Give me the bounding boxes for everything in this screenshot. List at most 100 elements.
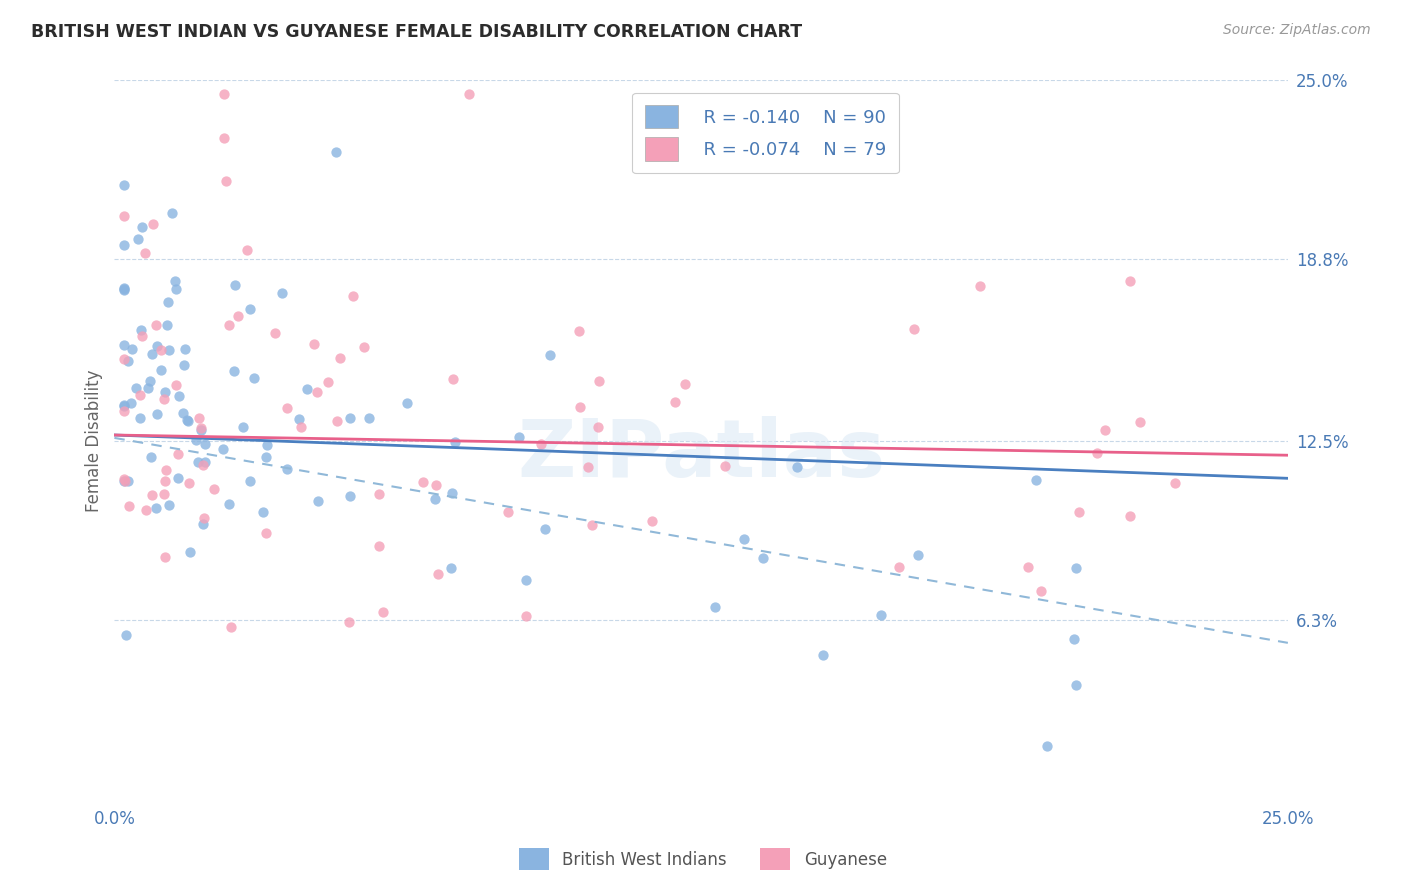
Y-axis label: Female Disability: Female Disability	[86, 369, 103, 512]
Point	[112, 178, 135, 193]
Point	[129, 323, 152, 337]
Point	[224, 364, 246, 378]
Point	[1036, 739, 1059, 753]
Point	[155, 463, 177, 477]
Point	[112, 338, 135, 352]
Point	[117, 354, 139, 368]
Point	[713, 458, 735, 473]
Point	[239, 475, 262, 489]
Point	[112, 474, 135, 488]
Point	[112, 282, 135, 296]
Point	[326, 414, 349, 428]
Point	[115, 628, 138, 642]
Point	[129, 388, 152, 402]
Point	[1085, 446, 1108, 460]
Point	[145, 318, 167, 332]
Point	[214, 87, 236, 102]
Point	[534, 522, 557, 536]
Point	[287, 412, 309, 426]
Text: ZIPatlas: ZIPatlas	[517, 417, 886, 494]
Point	[1129, 415, 1152, 429]
Point	[219, 620, 242, 634]
Point	[342, 289, 364, 303]
Point	[588, 374, 610, 388]
Point	[131, 219, 153, 234]
Point	[325, 145, 347, 160]
Point	[218, 318, 240, 333]
Point	[1066, 678, 1088, 692]
Point	[112, 351, 135, 366]
Point	[191, 517, 214, 532]
Point	[176, 413, 198, 427]
Point	[194, 436, 217, 450]
Point	[141, 488, 163, 502]
Point	[139, 374, 162, 388]
Point	[412, 475, 434, 489]
Point	[423, 492, 446, 507]
Point	[1119, 508, 1142, 523]
Point	[165, 282, 187, 296]
Point	[256, 438, 278, 452]
Point	[1063, 632, 1085, 646]
Legend:   R = -0.140    N = 90,   R = -0.074    N = 79: R = -0.140 N = 90, R = -0.074 N = 79	[633, 93, 898, 173]
Point	[114, 474, 136, 488]
Point	[496, 505, 519, 519]
Point	[243, 371, 266, 385]
Point	[162, 205, 184, 219]
Point	[187, 455, 209, 469]
Point	[1119, 275, 1142, 289]
Point	[508, 430, 530, 444]
Point	[903, 322, 925, 336]
Point	[112, 404, 135, 418]
Point	[302, 337, 325, 351]
Point	[353, 340, 375, 354]
Point	[581, 517, 603, 532]
Point	[704, 599, 727, 614]
Point	[179, 545, 201, 559]
Point	[232, 420, 254, 434]
Point	[1067, 505, 1090, 519]
Text: Source: ZipAtlas.com: Source: ZipAtlas.com	[1223, 23, 1371, 37]
Point	[112, 399, 135, 413]
Point	[153, 392, 176, 406]
Point	[165, 378, 187, 392]
Point	[673, 376, 696, 391]
Point	[193, 511, 215, 525]
Point	[125, 381, 148, 395]
Point	[117, 475, 139, 489]
Point	[1029, 583, 1052, 598]
Point	[588, 420, 610, 434]
Point	[150, 343, 173, 358]
Point	[174, 343, 197, 357]
Point	[367, 539, 389, 553]
Point	[290, 420, 312, 434]
Point	[134, 246, 156, 260]
Point	[307, 384, 329, 399]
Point	[146, 339, 169, 353]
Point	[458, 87, 481, 102]
Point	[297, 382, 319, 396]
Point	[172, 406, 194, 420]
Point	[121, 342, 143, 356]
Point	[1064, 561, 1087, 575]
Point	[177, 414, 200, 428]
Point	[569, 400, 592, 414]
Point	[440, 486, 463, 500]
Point	[870, 607, 893, 622]
Point	[339, 410, 361, 425]
Point	[236, 243, 259, 257]
Point	[156, 294, 179, 309]
Point	[112, 238, 135, 252]
Point	[664, 395, 686, 409]
Point	[444, 435, 467, 450]
Point	[889, 560, 911, 574]
Point	[129, 411, 152, 425]
Point	[226, 309, 249, 323]
Point	[120, 395, 142, 409]
Point	[184, 433, 207, 447]
Point	[276, 462, 298, 476]
Point	[440, 560, 463, 574]
Point	[112, 283, 135, 297]
Point	[190, 423, 212, 437]
Point	[811, 648, 834, 662]
